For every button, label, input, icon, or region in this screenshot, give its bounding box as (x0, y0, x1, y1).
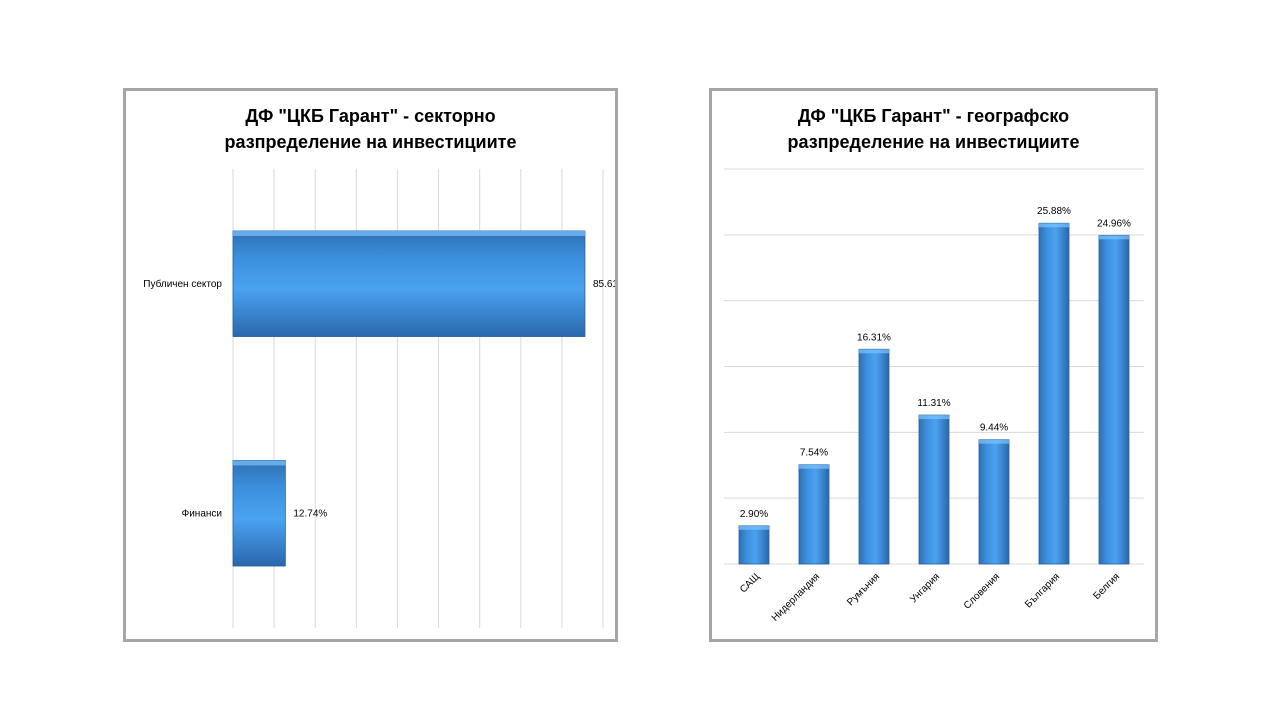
bar (1098, 234, 1130, 565)
geography-chart: ДФ "ЦКБ Гарант" - географско разпределен… (709, 88, 1158, 642)
bar-highlight (1039, 223, 1069, 228)
sector-chart-title-line1: ДФ "ЦКБ Гарант" - секторно (245, 106, 496, 126)
geography-chart-title-line1: ДФ "ЦКБ Гарант" - географско (797, 106, 1070, 126)
value-label: 85.61% (593, 279, 615, 290)
bar (232, 230, 586, 337)
geography-chart-plot: 2.90% САЩ 7.54% Нидерландия 16.31% Румъния 11.… (724, 168, 1144, 624)
category-label: Унгария (908, 571, 942, 605)
bar-highlight (979, 439, 1009, 444)
value-label: 12.74% (293, 508, 327, 519)
value-label: 2.90% (740, 509, 768, 520)
category-label: Словения (962, 571, 1002, 611)
sector-chart-plot: Публичен сектор 85.61% Финанси 12.74% (143, 169, 615, 628)
geography-chart-title-line2: разпределение на инвестициите (787, 132, 1080, 152)
bar (738, 525, 770, 565)
bar (978, 439, 1010, 565)
bar (918, 414, 950, 565)
category-label: Нидерландия (770, 571, 822, 623)
bar-highlight (739, 525, 769, 530)
bar (858, 348, 890, 565)
category-label: Финанси (182, 508, 222, 519)
bar-highlight (1099, 235, 1129, 240)
category-label: Публичен сектор (143, 278, 222, 290)
sector-chart-title: ДФ "ЦКБ Гарант" - секторно разпределение… (126, 103, 615, 155)
value-label: 9.44% (980, 423, 1008, 434)
geography-chart-title: ДФ "ЦКБ Гарант" - географско разпределен… (712, 103, 1155, 155)
bar-highlight (919, 415, 949, 420)
bar (798, 464, 830, 565)
category-label: България (1023, 571, 1062, 610)
value-label: 25.88% (1037, 206, 1071, 217)
value-label: 7.54% (800, 448, 828, 459)
sector-chart: ДФ "ЦКБ Гарант" - секторно разпределение… (123, 88, 618, 642)
value-label: 16.31% (857, 332, 891, 343)
bar-highlight (799, 464, 829, 469)
category-label: САЩ (738, 571, 762, 595)
category-label: Румъния (845, 571, 882, 608)
sector-chart-title-line2: разпределение на инвестициите (224, 132, 517, 152)
value-label: 24.96% (1097, 218, 1131, 229)
bar-highlight (233, 230, 585, 236)
bar-highlight (859, 349, 889, 354)
bar (232, 460, 286, 567)
bar (1038, 222, 1070, 565)
category-label: Белгия (1092, 571, 1123, 602)
value-label: 11.31% (917, 398, 950, 409)
bar-highlight (233, 460, 286, 466)
